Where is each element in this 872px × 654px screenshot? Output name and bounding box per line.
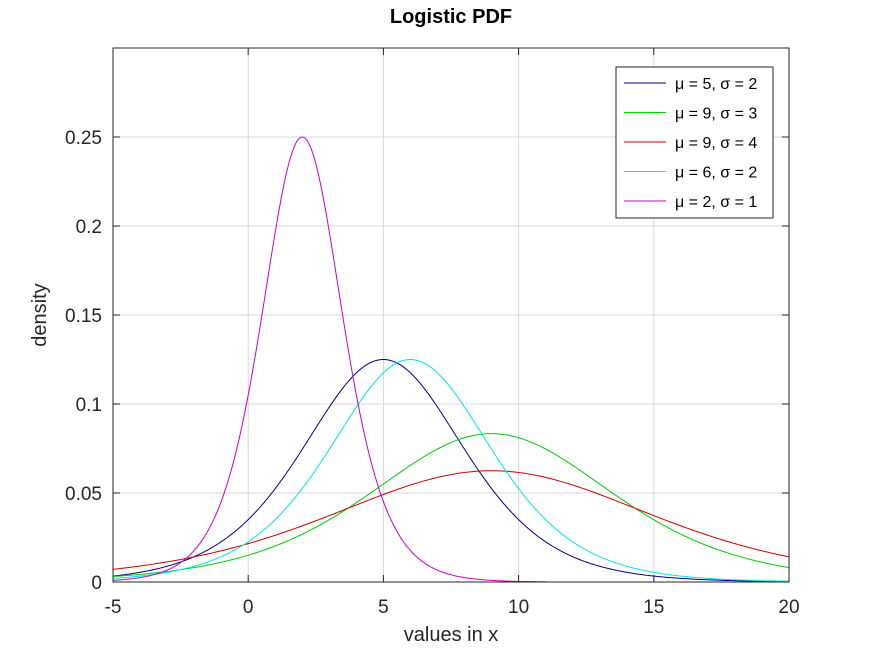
y-tick-label: 0.2 — [76, 217, 102, 238]
legend-entry-label: μ = 9, σ = 4 — [675, 135, 757, 152]
x-tick-label: 20 — [778, 597, 799, 618]
x-axis-label: values in x — [404, 624, 499, 646]
series-line-3 — [112, 358, 790, 582]
x-tick-label: 15 — [643, 597, 664, 618]
y-tick-label: 0.25 — [65, 128, 102, 149]
legend-entry-label: μ = 2, σ = 1 — [675, 194, 757, 211]
y-tick-label: 0 — [91, 573, 102, 594]
series-line-1 — [112, 433, 790, 578]
chart-title: Logistic PDF — [390, 6, 512, 28]
series-line-0 — [112, 358, 790, 583]
series-lines — [112, 136, 790, 583]
legend-entry-label: μ = 6, σ = 2 — [675, 165, 757, 182]
y-tick-label: 0.1 — [76, 395, 102, 416]
x-tick-label: 10 — [508, 597, 529, 618]
x-tick-label: 0 — [243, 597, 254, 618]
y-axis-label: density — [29, 283, 51, 346]
x-tick-label: 5 — [378, 597, 389, 618]
legend-entry-label: μ = 9, σ = 3 — [675, 106, 757, 123]
legend-entry-label: μ = 5, σ = 2 — [675, 76, 757, 93]
x-tick-label: -5 — [105, 597, 122, 618]
series-line-2 — [112, 470, 790, 570]
series-line-4 — [112, 136, 546, 583]
y-tick-label: 0.05 — [65, 484, 102, 505]
y-tick-label: 0.15 — [65, 306, 102, 327]
legend: μ = 5, σ = 2 μ = 9, σ = 3 μ = 9, σ = 4 μ = … — [615, 66, 774, 219]
